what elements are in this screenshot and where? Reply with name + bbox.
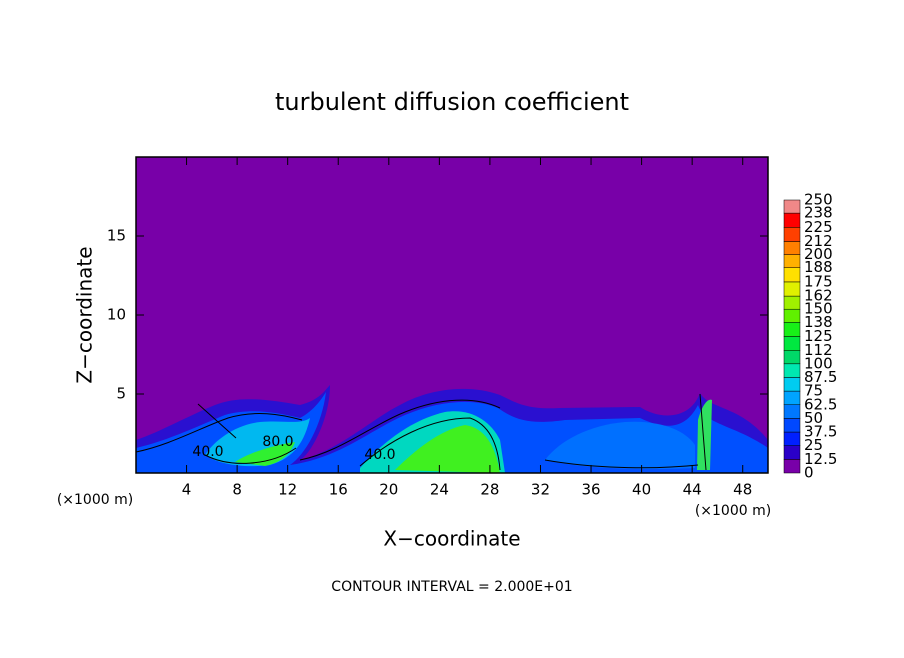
x-tick-label: 24: [430, 481, 449, 499]
colorbar-label: 100: [804, 354, 833, 372]
x-tick-label: 48: [733, 481, 752, 499]
colorbar-band: [783, 404, 801, 419]
x-axis-label: X−coordinate: [383, 527, 520, 551]
x-unit-label: (×1000 m): [57, 492, 133, 508]
field-region: [235, 442, 295, 466]
colorbar-band: [783, 363, 801, 378]
x-tick-label: 28: [480, 481, 499, 499]
contour-line: [136, 393, 707, 471]
colorbar-label: 62.5: [804, 395, 837, 413]
colorbar-label: 150: [804, 300, 833, 318]
colorbar-band: [783, 322, 801, 337]
colorbar-label: 50: [804, 409, 823, 427]
field-region: [395, 425, 500, 473]
colorbar-band: [783, 227, 801, 242]
x-tick-label: 12: [278, 481, 297, 499]
colorbar-label: 25: [804, 436, 823, 454]
x-tick-label: 16: [329, 481, 348, 499]
colorbar-band: [783, 431, 801, 446]
contour-label: 40.0: [192, 444, 223, 460]
colorbar-label: 112: [804, 341, 833, 359]
x-tick-label: 44: [683, 481, 702, 499]
colorbar-band: [783, 459, 801, 474]
x-tick-label: 32: [531, 481, 550, 499]
colorbar-label: 75: [804, 382, 823, 400]
y-axis-label: Z−coordinate: [73, 246, 97, 383]
colorbar-band: [783, 377, 801, 392]
colorbar-label: 138: [804, 313, 833, 331]
colorbar-label: 238: [804, 204, 833, 222]
colorbar-label: 87.5: [804, 368, 837, 386]
colorbar-band: [783, 418, 801, 433]
colorbar-band: [783, 350, 801, 365]
contour-label: 40.0: [364, 447, 395, 463]
colorbar-band: [783, 199, 801, 214]
x-tick-label: 8: [232, 481, 242, 499]
footer: CONTOUR INTERVAL = 2.000E+01: [331, 579, 572, 595]
y-tick-label: 5: [116, 385, 126, 403]
colorbar-band: [783, 308, 801, 323]
colorbar-band: [783, 445, 801, 460]
colorbar-label: 37.5: [804, 423, 837, 441]
colorbar-label: 175: [804, 272, 833, 290]
colorbar-band: [783, 295, 801, 310]
colorbar-band: [783, 241, 801, 255]
colorbar-label: 0: [804, 464, 814, 482]
x-tick-label: 36: [581, 481, 600, 499]
colorbar-label: 12.5: [804, 450, 837, 468]
x-tick-label: 4: [182, 481, 192, 499]
colorbar-band: [783, 212, 801, 228]
colorbar-label: 125: [804, 327, 833, 345]
colorbar-band: [783, 267, 801, 283]
y-tick-label: 10: [107, 306, 126, 324]
field: [136, 157, 768, 473]
x-tick-label: 20: [379, 481, 398, 499]
colorbar-band: [783, 254, 801, 268]
colorbar-label: 225: [804, 218, 833, 236]
x-unit-label: (×1000 m): [695, 503, 771, 519]
colorbar-label: 200: [804, 245, 833, 263]
colorbar-label: 162: [804, 287, 833, 305]
field-region: [697, 399, 712, 470]
colorbar-band: [783, 390, 801, 406]
chart-title: turbulent diffusion coefficient: [275, 88, 629, 116]
x-tick-label: 40: [632, 481, 651, 499]
colorbar-band: [783, 281, 801, 297]
field-region: [545, 421, 695, 470]
y-tick-label: 15: [107, 227, 126, 245]
colorbar-label: 212: [804, 232, 833, 250]
colorbar-label: 188: [804, 258, 833, 276]
contour-label: 80.0: [262, 434, 293, 450]
colorbar-band: [783, 336, 801, 351]
colorbar-label: 250: [804, 191, 833, 209]
